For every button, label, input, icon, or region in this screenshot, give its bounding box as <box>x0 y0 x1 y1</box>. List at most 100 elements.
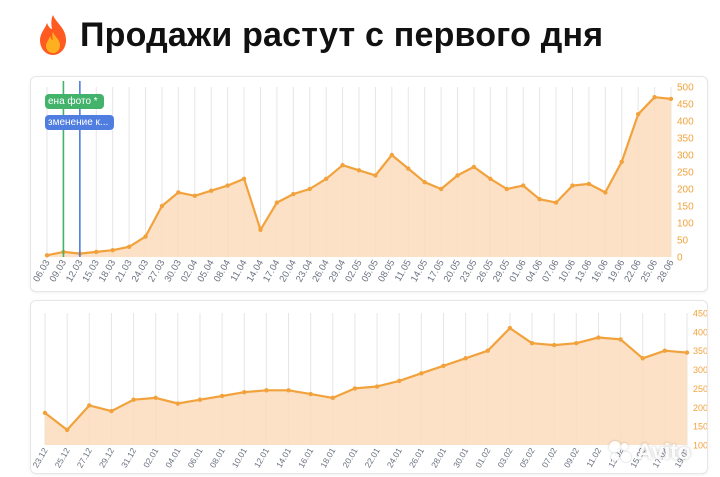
data-point[interactable] <box>504 186 509 192</box>
data-point[interactable] <box>529 340 535 346</box>
x-tick-label: 07.02 <box>540 446 559 470</box>
data-point[interactable] <box>356 168 362 173</box>
area-fill <box>45 328 687 445</box>
y-tick-label: 500 <box>677 83 694 94</box>
x-tick-label: 10.01 <box>230 446 249 470</box>
data-point[interactable] <box>323 176 329 181</box>
data-point[interactable] <box>574 340 579 346</box>
data-point[interactable] <box>64 427 70 433</box>
data-point[interactable] <box>551 342 557 348</box>
data-point[interactable] <box>373 173 378 178</box>
data-point[interactable] <box>619 159 624 164</box>
data-point[interactable] <box>596 335 601 340</box>
annotation-photo-change[interactable]: ена фото * <box>45 94 104 109</box>
data-point[interactable] <box>463 356 468 361</box>
data-point[interactable] <box>455 173 460 178</box>
annotation-change[interactable]: зменение к... <box>45 115 115 130</box>
data-point[interactable] <box>44 253 50 258</box>
data-point[interactable] <box>209 188 214 193</box>
data-point[interactable] <box>618 337 623 342</box>
data-point[interactable] <box>308 391 313 397</box>
data-point[interactable] <box>406 166 411 171</box>
data-point[interactable] <box>286 388 291 393</box>
data-point[interactable] <box>603 190 608 195</box>
x-tick-label: 18.01 <box>318 446 337 470</box>
sales-chart-top: 05010015020025030035040045050006.0309.03… <box>31 81 694 284</box>
page-title: Продажи растут с первого дня <box>80 15 604 54</box>
data-point[interactable] <box>438 186 444 192</box>
data-point[interactable] <box>352 386 358 391</box>
data-point[interactable] <box>640 356 645 361</box>
avito-logo-icon <box>607 439 633 465</box>
data-point[interactable] <box>242 390 247 395</box>
y-tick-label: 400 <box>693 327 707 337</box>
data-point[interactable] <box>143 234 148 239</box>
y-tick-label: 150 <box>693 422 707 432</box>
data-point[interactable] <box>131 397 136 402</box>
data-point[interactable] <box>507 325 513 331</box>
data-point[interactable] <box>419 371 424 376</box>
data-point[interactable] <box>485 348 490 353</box>
watermark-text: Avito <box>636 439 691 464</box>
data-point[interactable] <box>175 401 181 406</box>
data-point[interactable] <box>241 176 247 181</box>
data-point[interactable] <box>570 183 575 188</box>
data-point[interactable] <box>471 164 477 170</box>
data-point[interactable] <box>225 183 230 188</box>
y-tick-label: 400 <box>677 117 694 128</box>
data-point[interactable] <box>219 393 225 399</box>
data-point[interactable] <box>441 363 446 368</box>
x-tick-label: 08.01 <box>208 446 227 470</box>
data-point[interactable] <box>553 200 559 205</box>
data-point[interactable] <box>662 348 668 353</box>
data-point[interactable] <box>684 350 690 355</box>
x-tick-label: 02.01 <box>141 446 160 470</box>
x-tick-label: 11.02 <box>584 446 603 469</box>
data-point[interactable] <box>110 248 115 253</box>
data-point[interactable] <box>521 183 526 188</box>
x-tick-label: 28.01 <box>429 446 448 470</box>
data-point[interactable] <box>87 403 92 408</box>
data-point[interactable] <box>537 197 542 202</box>
data-point[interactable] <box>94 249 99 255</box>
data-point[interactable] <box>126 244 132 249</box>
y-tick-label: 350 <box>693 346 707 356</box>
y-tick-label: 200 <box>677 185 694 196</box>
series-line <box>44 327 688 431</box>
y-tick-label: 100 <box>677 219 694 230</box>
data-point[interactable] <box>274 200 280 205</box>
data-point[interactable] <box>192 193 197 198</box>
data-point[interactable] <box>422 180 427 185</box>
data-point[interactable] <box>668 96 674 102</box>
sales-chart-panel-top: 0 50 100 150 200 250 300 350 400 450 500 06.03 09.03… <box>30 76 708 292</box>
data-point[interactable] <box>340 163 345 168</box>
data-point[interactable] <box>159 203 165 209</box>
x-tick-label: 20.01 <box>340 446 359 470</box>
data-point[interactable] <box>109 408 114 414</box>
data-point[interactable] <box>635 112 641 117</box>
data-point[interactable] <box>197 397 203 402</box>
data-point[interactable] <box>42 410 48 416</box>
data-point[interactable] <box>389 152 395 158</box>
x-tick-label: 08.04 <box>212 258 233 284</box>
data-point[interactable] <box>397 378 402 384</box>
y-tick-label: 250 <box>693 384 707 394</box>
data-point[interactable] <box>258 227 263 232</box>
data-point[interactable] <box>586 181 592 187</box>
x-tick-label: 05.02 <box>517 446 536 470</box>
x-tick-label: 26.01 <box>407 446 426 470</box>
data-point[interactable] <box>488 176 493 181</box>
data-point[interactable] <box>291 191 296 197</box>
y-tick-label: 100 <box>693 441 707 451</box>
data-point[interactable] <box>264 388 269 393</box>
data-point[interactable] <box>153 395 158 401</box>
data-point[interactable] <box>652 95 657 100</box>
x-tick-label: 31.12 <box>119 446 138 470</box>
data-point[interactable] <box>176 190 181 195</box>
data-point[interactable] <box>374 384 380 389</box>
x-tick-label: 14.01 <box>274 446 293 470</box>
data-point[interactable] <box>307 186 312 192</box>
data-point[interactable] <box>330 395 335 401</box>
fire-icon <box>34 13 72 57</box>
